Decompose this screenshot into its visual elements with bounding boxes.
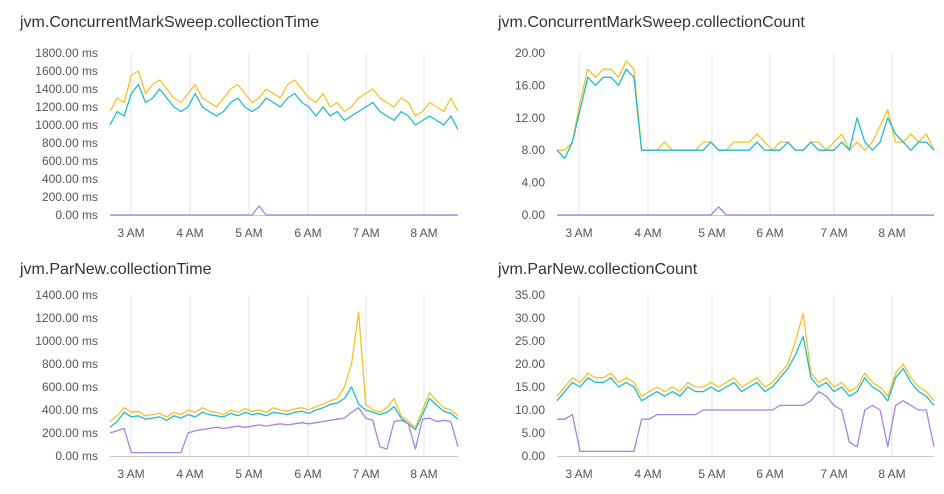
y-tick-label: 8.00 bbox=[522, 143, 546, 157]
chart-parnew-time: 0.00 ms 200.00 ms 400.00 ms 600.00 ms 800.00… bbox=[35, 288, 459, 481]
x-tick-label: 5 AM bbox=[235, 467, 262, 481]
y-tick-label: 1200.00 ms bbox=[35, 100, 98, 114]
series-line-1 bbox=[556, 335, 935, 406]
chart-panel-parnew-time: jvm.ParNew.collectionTime 0.00 ms 200.00 … bbox=[0, 247, 472, 494]
y-tick-label: 1800.00 ms bbox=[35, 46, 98, 60]
x-tick-label: 7 AM bbox=[352, 226, 379, 240]
y-tick-label: 25.00 bbox=[515, 334, 545, 348]
y-tick-label: 0.00 bbox=[522, 449, 546, 463]
y-tick-label: 400.00 ms bbox=[42, 172, 98, 186]
chart-panel-cms-time: jvm.ConcurrentMarkSweep.collectionTime 0… bbox=[0, 0, 472, 247]
series-line-0 bbox=[109, 311, 459, 428]
y-tick-label: 1600.00 ms bbox=[35, 64, 98, 78]
y-tick-label: 15.00 bbox=[515, 380, 545, 394]
chart-title: jvm.ConcurrentMarkSweep.collectionTime bbox=[20, 14, 320, 31]
y-tick-label: 0.00 ms bbox=[55, 208, 98, 222]
y-tick-label: 800.00 ms bbox=[42, 357, 98, 371]
y-tick-label: 30.00 bbox=[515, 311, 545, 325]
series-line-0 bbox=[109, 70, 459, 117]
x-tick-label: 4 AM bbox=[634, 226, 661, 240]
x-tick-label: 5 AM bbox=[698, 467, 725, 481]
series-line-1 bbox=[109, 83, 459, 130]
y-tick-label: 800.00 ms bbox=[42, 136, 98, 150]
y-tick-label: 1000.00 ms bbox=[35, 334, 98, 348]
chart-title: jvm.ConcurrentMarkSweep.collectionCount bbox=[498, 14, 805, 31]
chart-parnew-count: 0.00 5.00 10.00 15.00 20.00 25.00 30.00 35.00 3 … bbox=[515, 288, 935, 481]
y-tick-label: 1200.00 ms bbox=[35, 311, 98, 325]
y-tick-label: 1400.00 ms bbox=[35, 82, 98, 96]
y-tick-label: 20.00 bbox=[515, 357, 545, 371]
x-tick-label: 4 AM bbox=[176, 467, 203, 481]
chart-cms-count: 0.00 4.00 8.00 12.00 16.00 20.00 3 AM 4 AM 5 AM 6… bbox=[515, 46, 935, 240]
x-tick-label: 3 AM bbox=[565, 226, 592, 240]
chart-cms-time: 0.00 ms 200.00 ms 400.00 ms 600.00 ms 800.00… bbox=[35, 46, 459, 240]
y-tick-label: 200.00 ms bbox=[42, 426, 98, 440]
x-tick-label: 8 AM bbox=[878, 226, 905, 240]
y-tick-label: 400.00 ms bbox=[42, 403, 98, 417]
x-tick-label: 8 AM bbox=[410, 467, 437, 481]
x-tick-label: 8 AM bbox=[410, 226, 437, 240]
series-line-2 bbox=[109, 407, 459, 454]
series-line-2 bbox=[557, 206, 934, 216]
y-tick-label: 20.00 bbox=[515, 46, 545, 60]
series-line-2 bbox=[557, 390, 935, 453]
x-tick-label: 6 AM bbox=[756, 467, 783, 481]
x-tick-label: 7 AM bbox=[820, 226, 847, 240]
chart-title: jvm.ParNew.collectionCount bbox=[498, 261, 698, 278]
x-tick-label: 5 AM bbox=[235, 226, 262, 240]
y-tick-label: 4.00 bbox=[522, 176, 546, 190]
series-line-2 bbox=[110, 205, 458, 216]
x-tick-label: 4 AM bbox=[176, 226, 203, 240]
x-tick-label: 4 AM bbox=[634, 467, 661, 481]
series-line-0 bbox=[556, 312, 935, 402]
x-tick-label: 7 AM bbox=[820, 467, 847, 481]
x-tick-label: 5 AM bbox=[698, 226, 725, 240]
series-line-1 bbox=[109, 386, 459, 431]
x-tick-label: 6 AM bbox=[294, 467, 321, 481]
y-tick-label: 12.00 bbox=[515, 111, 545, 125]
x-tick-label: 6 AM bbox=[756, 226, 783, 240]
x-tick-label: 6 AM bbox=[294, 226, 321, 240]
chart-panel-parnew-count: jvm.ParNew.collectionCount 0.00 5.00 10.00… bbox=[472, 247, 944, 494]
y-tick-label: 10.00 bbox=[515, 403, 545, 417]
x-tick-label: 3 AM bbox=[117, 467, 144, 481]
x-tick-label: 8 AM bbox=[878, 467, 905, 481]
y-tick-label: 600.00 ms bbox=[42, 380, 98, 394]
y-tick-label: 5.00 bbox=[522, 426, 546, 440]
y-tick-label: 1000.00 ms bbox=[35, 118, 98, 132]
x-tick-label: 3 AM bbox=[117, 226, 144, 240]
y-tick-label: 1400.00 ms bbox=[35, 288, 98, 302]
y-tick-label: 600.00 ms bbox=[42, 154, 98, 168]
x-tick-label: 7 AM bbox=[352, 467, 379, 481]
y-tick-label: 0.00 bbox=[522, 208, 546, 222]
chart-panel-cms-count: jvm.ConcurrentMarkSweep.collectionCount … bbox=[472, 0, 944, 247]
series-line-0 bbox=[557, 60, 935, 151]
series-line-1 bbox=[556, 68, 935, 159]
y-tick-label: 16.00 bbox=[515, 78, 545, 92]
chart-title: jvm.ParNew.collectionTime bbox=[20, 261, 212, 278]
y-tick-label: 0.00 ms bbox=[55, 449, 98, 463]
y-tick-label: 200.00 ms bbox=[42, 190, 98, 204]
y-tick-label: 35.00 bbox=[515, 288, 545, 302]
x-tick-label: 3 AM bbox=[565, 467, 592, 481]
